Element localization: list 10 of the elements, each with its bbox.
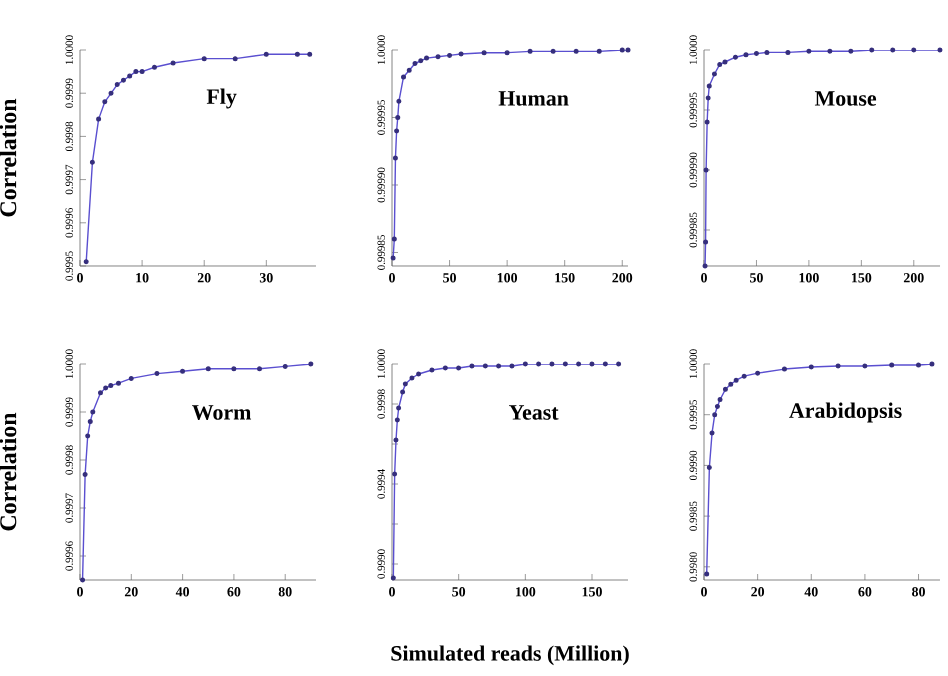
line-series bbox=[704, 361, 935, 577]
text: Mouse bbox=[814, 91, 877, 106]
text: Yeast bbox=[509, 405, 559, 420]
text: Fly bbox=[206, 88, 237, 109]
text: Worm bbox=[192, 405, 252, 420]
x-axis-title: Simulated reads (Million) bbox=[391, 645, 629, 666]
y-axis-title: Correlation bbox=[0, 98, 17, 217]
text: Arabidopsis bbox=[789, 402, 902, 423]
y-axis-title: Correlation bbox=[0, 412, 17, 531]
text: Human bbox=[498, 91, 569, 106]
